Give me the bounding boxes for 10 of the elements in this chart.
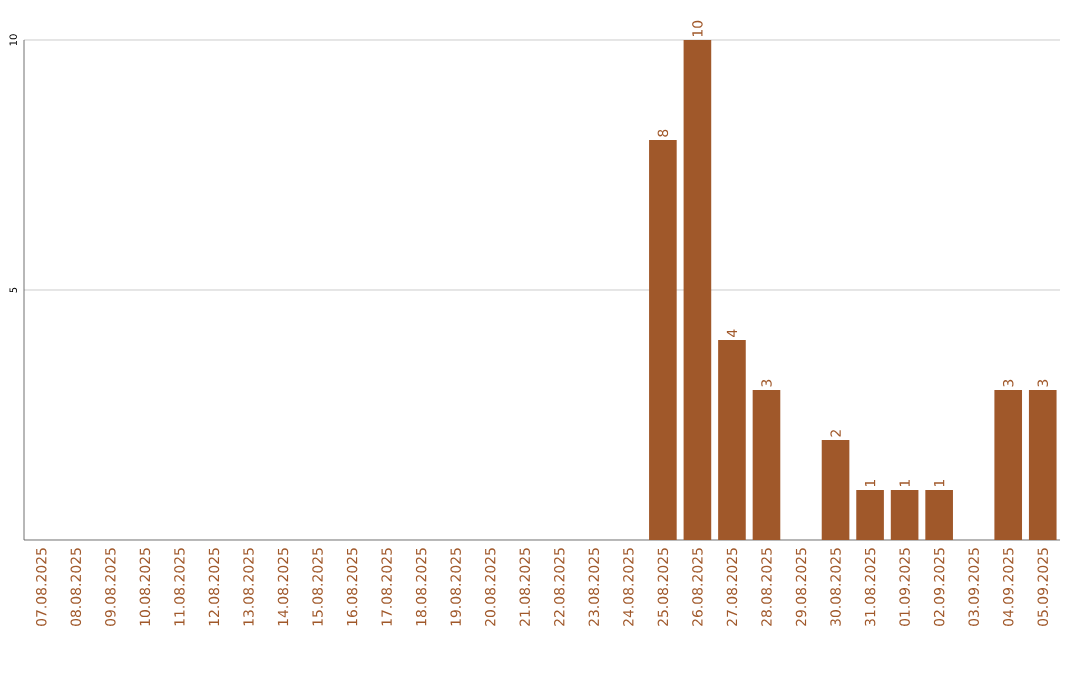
bar <box>649 139 677 540</box>
bar <box>752 390 781 540</box>
bar <box>821 440 850 540</box>
bar <box>718 339 746 540</box>
bar <box>890 490 919 540</box>
bar <box>994 390 1023 540</box>
bar <box>1028 390 1057 540</box>
bar <box>856 490 884 540</box>
bar <box>925 490 953 540</box>
bar <box>683 39 712 540</box>
